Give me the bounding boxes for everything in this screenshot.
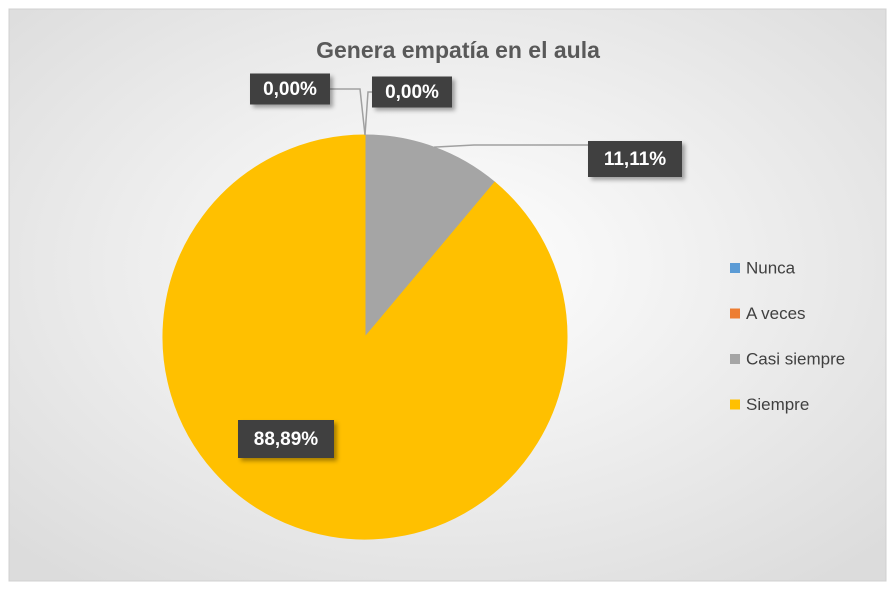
legend-swatch <box>730 308 740 319</box>
legend-swatch <box>730 354 740 364</box>
leader-line <box>434 144 588 148</box>
legend-label: Nunca <box>746 258 796 277</box>
legend-label: Siempre <box>746 395 809 414</box>
leader-line <box>364 91 372 136</box>
pie-slice <box>162 134 568 540</box>
legend-swatch <box>730 399 740 410</box>
pie-slice <box>364 134 496 339</box>
legend-label: A veces <box>746 304 806 323</box>
chart-title: Genera empatía en el aula <box>316 37 600 63</box>
data-label: 88,89% <box>254 429 319 450</box>
legend-label: Casi siempre <box>746 349 845 368</box>
legend-swatch <box>730 263 740 273</box>
data-label-box <box>238 420 334 458</box>
data-label: 11,11% <box>604 149 666 170</box>
data-label: 0,00% <box>263 79 317 100</box>
data-label-box <box>250 73 330 105</box>
data-label-box <box>588 141 682 177</box>
leader-line <box>330 88 366 136</box>
data-label: 0,00% <box>385 82 439 103</box>
data-label-box <box>372 76 452 108</box>
